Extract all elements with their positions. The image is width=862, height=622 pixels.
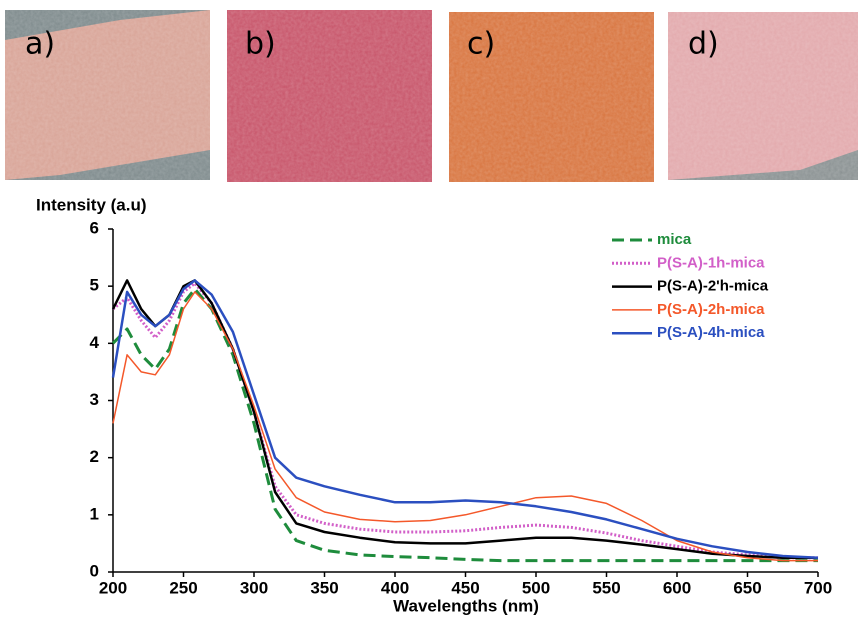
x-tick-label: 300 <box>240 578 268 597</box>
x-tick-label: 250 <box>169 578 197 597</box>
series-line <box>111 279 819 559</box>
legend-label: P(S-A)-2'h-mica <box>657 278 769 295</box>
legend-label: P(S-A)-2h-mica <box>657 301 765 318</box>
legend-label: P(S-A)-1h-mica <box>657 254 765 271</box>
photo-b <box>227 10 432 182</box>
panel-label: c) <box>467 27 495 62</box>
photo-d <box>668 12 858 180</box>
x-axis-label: Wavelengths (nm) <box>393 596 539 615</box>
photo-c <box>449 12 654 182</box>
x-tick-label: 200 <box>99 578 127 597</box>
y-tick-label: 1 <box>90 504 99 523</box>
series-line <box>111 287 818 563</box>
legend-label: mica <box>657 231 692 248</box>
y-tick-label: 5 <box>90 276 99 295</box>
series-line <box>112 291 818 562</box>
panel-label: d) <box>688 27 719 62</box>
x-tick-label: 650 <box>733 578 761 597</box>
x-tick-label: 550 <box>592 578 620 597</box>
photo-a <box>5 10 210 180</box>
y-tick-label: 4 <box>90 333 100 352</box>
series-line <box>112 281 818 560</box>
panel-label: b) <box>245 27 276 62</box>
x-tick-label: 350 <box>310 578 338 597</box>
x-tick-label: 700 <box>804 578 832 597</box>
y-tick-label: 3 <box>90 390 99 409</box>
panel-label: a) <box>25 27 55 62</box>
x-tick-label: 500 <box>522 578 550 597</box>
y-tick-label: 2 <box>90 447 99 466</box>
x-tick-label: 450 <box>451 578 479 597</box>
y-tick-label: 6 <box>90 218 99 237</box>
x-tick-label: 400 <box>381 578 409 597</box>
y-tick-label: 0 <box>90 561 99 580</box>
legend-label: P(S-A)-4h-mica <box>657 324 765 341</box>
x-tick-label: 600 <box>663 578 691 597</box>
y-axis-label: Intensity (a.u) <box>36 195 147 214</box>
